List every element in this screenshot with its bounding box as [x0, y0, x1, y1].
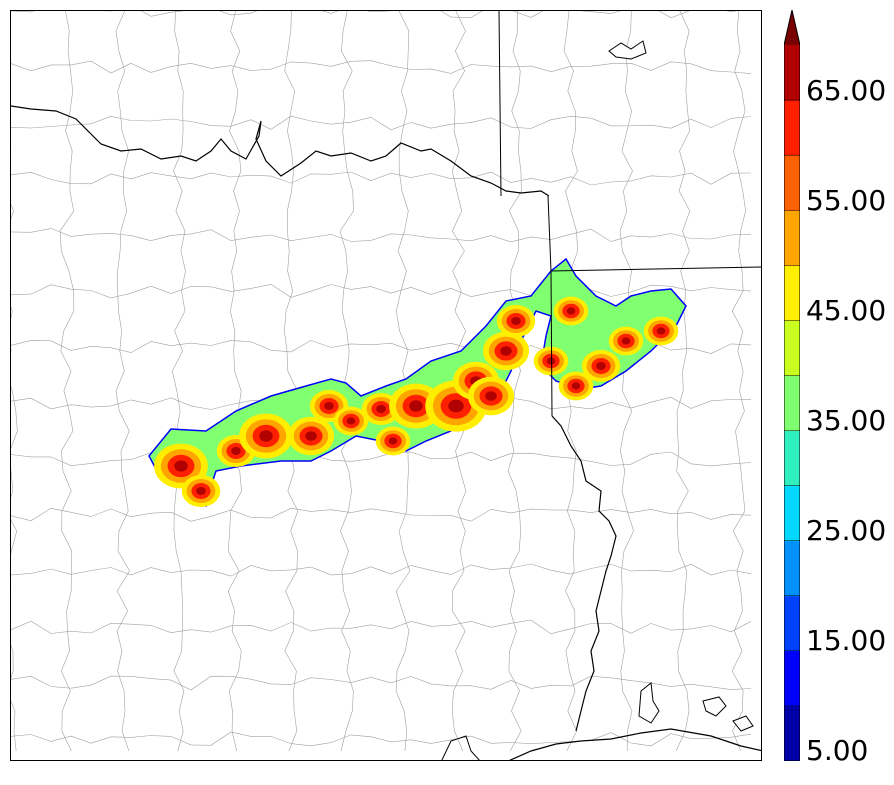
storm-cell	[259, 430, 273, 442]
storm-cell	[500, 346, 512, 356]
storm-cell	[596, 362, 606, 370]
coastal-lake	[638, 682, 660, 724]
coastal-lake	[732, 715, 754, 732]
storm-cell	[571, 382, 581, 390]
colorbar-segment	[784, 265, 800, 321]
colorbar-tick-label: 35.00	[806, 404, 887, 437]
storm-cell	[656, 327, 666, 335]
colorbar-segment	[784, 705, 800, 761]
reflectivity-field	[148, 257, 687, 507]
county-line	[11, 171, 752, 186]
coastal-lake	[702, 696, 727, 717]
storm-cell	[546, 357, 556, 365]
colorbar-segment	[784, 540, 800, 597]
county-line	[11, 60, 752, 74]
colorbar-extend-arrow	[784, 10, 800, 45]
colorbar-outline	[784, 10, 800, 761]
ok-ar-border	[498, 11, 502, 197]
lake-outline	[608, 40, 647, 60]
colorbar-tick-label: 15.00	[806, 624, 887, 657]
storm-cell	[409, 400, 423, 412]
colorbar-tick-label: 25.00	[806, 514, 887, 547]
coastal-bay	[441, 735, 480, 760]
county-line	[731, 11, 746, 752]
storm-cell	[566, 307, 576, 315]
storm-cell	[174, 460, 188, 472]
storm-cell	[324, 402, 334, 410]
red-river-border	[11, 105, 550, 197]
storm-cell	[231, 447, 241, 455]
county-line	[11, 563, 752, 577]
ar-la-border	[550, 266, 761, 272]
colorbar-segment	[784, 375, 800, 432]
county-line	[11, 150, 18, 752]
sabine-river-border	[551, 415, 617, 732]
colorbar-segment	[784, 595, 800, 652]
gulf-coastline	[509, 728, 761, 760]
colorbar-segment	[784, 485, 800, 542]
county-line	[619, 11, 634, 752]
colorbar-segment	[784, 210, 800, 266]
state-boundaries	[11, 11, 761, 760]
colorbar-segment	[784, 155, 800, 211]
storm-cell	[196, 487, 206, 495]
map-canvas	[11, 11, 761, 760]
county-line	[284, 11, 299, 752]
colorbar-tick-label: 55.00	[806, 184, 887, 217]
county-line	[11, 451, 752, 467]
storm-cell	[376, 405, 386, 413]
county-line	[11, 228, 752, 243]
county-boundaries	[11, 11, 752, 752]
reflectivity-region	[148, 257, 687, 507]
colorbar	[784, 10, 800, 761]
county-line	[115, 11, 130, 752]
county-line	[675, 11, 691, 752]
storm-cell	[448, 399, 464, 413]
colorbar-segment	[784, 320, 800, 376]
county-line	[339, 11, 354, 752]
storm-cell	[511, 317, 521, 325]
colorbar-segment	[784, 100, 800, 156]
colorbar-segment	[784, 650, 800, 707]
county-line	[11, 11, 738, 19]
colorbar-segment	[784, 430, 800, 487]
colorbar-tick-label: 45.00	[806, 294, 887, 327]
county-line	[171, 11, 186, 752]
storm-cell	[388, 437, 398, 445]
county-line	[11, 675, 752, 691]
county-line	[11, 507, 752, 522]
county-line	[11, 115, 752, 131]
storm-cell	[305, 431, 317, 441]
county-line	[59, 11, 75, 752]
county-line	[11, 731, 752, 747]
colorbar-segment	[784, 45, 800, 101]
map-panel	[10, 10, 762, 761]
colorbar-tick-label: 65.00	[806, 74, 887, 107]
storm-cell	[621, 337, 631, 345]
storm-cell	[346, 417, 356, 425]
storm-cell	[485, 391, 497, 401]
county-line	[507, 11, 522, 752]
county-line	[11, 619, 752, 635]
county-line	[227, 11, 242, 752]
colorbar-tick-label: 5.00	[806, 734, 869, 767]
county-line	[11, 283, 752, 299]
